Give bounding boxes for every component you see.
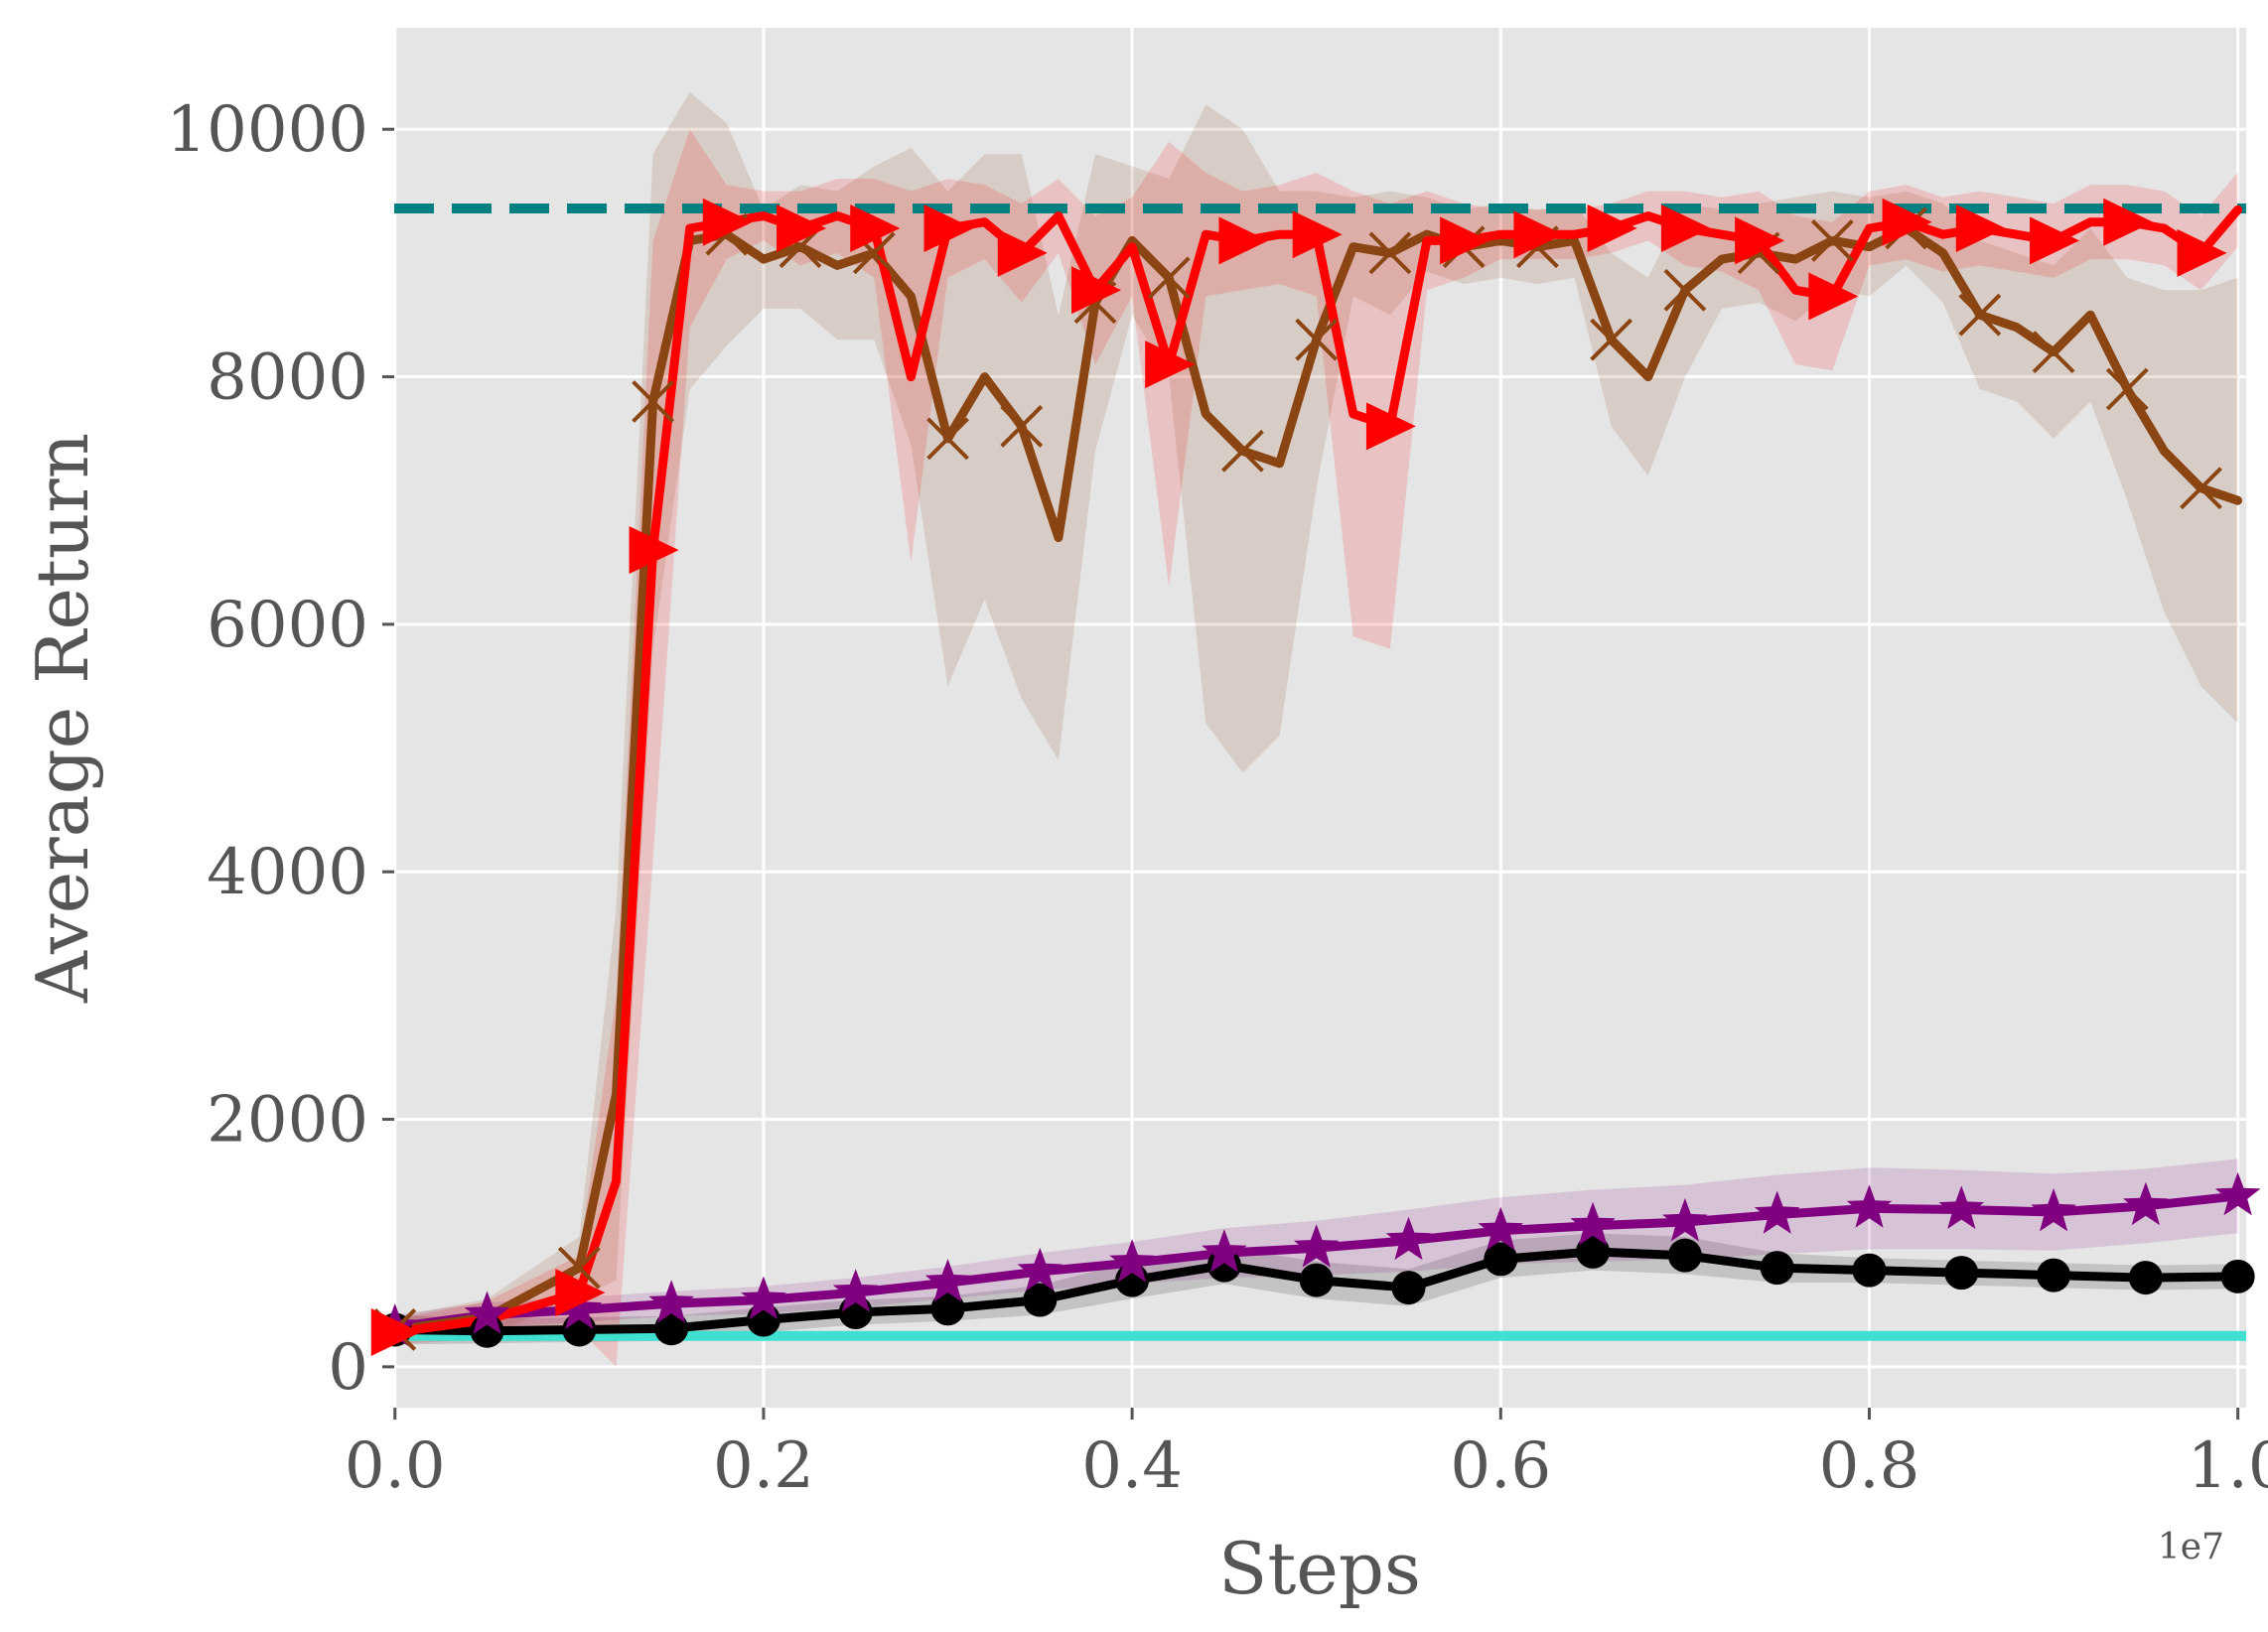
series-3-point xyxy=(2030,216,2080,265)
series-3-point xyxy=(1808,272,1859,321)
series-0-point xyxy=(2128,1261,2163,1295)
series-2-point xyxy=(1590,318,1633,361)
series-3-point xyxy=(1513,210,1564,259)
x-tick-label: 0.6 xyxy=(1450,1429,1551,1503)
series-3-point xyxy=(629,526,679,575)
series-2-point xyxy=(1221,429,1264,473)
series-0-point xyxy=(1944,1256,1979,1291)
series-2-point xyxy=(1663,268,1707,312)
series-0-point xyxy=(1299,1263,1334,1297)
series-2-point xyxy=(632,380,674,423)
series-3-point xyxy=(1292,210,1343,259)
series-1-point xyxy=(1109,1239,1155,1283)
series-1-point xyxy=(1017,1247,1063,1292)
series-1-point xyxy=(464,1291,510,1334)
series-1-point xyxy=(741,1276,786,1319)
series-markers xyxy=(370,198,2261,1356)
series-2-point xyxy=(2032,331,2075,374)
series-3-point xyxy=(1440,216,1490,265)
series-2-point xyxy=(1368,231,1412,275)
series-1-point xyxy=(556,1286,603,1329)
series-2-point xyxy=(926,417,969,461)
series-3-point xyxy=(777,204,827,252)
series-3-point xyxy=(2177,228,2227,277)
series-1-point xyxy=(924,1259,971,1302)
x-tick-label: 0.8 xyxy=(1819,1429,1920,1503)
y-tick-label: 2000 xyxy=(207,1084,368,1157)
series-1-point xyxy=(1293,1224,1340,1268)
y-axis-label: Average Return xyxy=(21,433,104,1004)
series-0-point xyxy=(1760,1251,1794,1286)
y-tick-label: 6000 xyxy=(207,589,368,662)
series-1-point xyxy=(1202,1229,1247,1273)
series-2-point xyxy=(2180,467,2222,510)
series-3-point xyxy=(923,204,974,252)
series-2-point xyxy=(1810,219,1854,262)
series-1-point xyxy=(648,1280,694,1323)
series-3-point xyxy=(702,198,753,246)
x-axis-ticks: 0.0 0.2 0.4 0.6 0.8 1.0 xyxy=(345,1408,2268,1503)
series-3-point xyxy=(997,228,1048,277)
series-1-point xyxy=(2123,1181,2169,1226)
series-1-point xyxy=(2214,1171,2261,1216)
series-2-point xyxy=(1295,318,1339,361)
series-1-point xyxy=(1385,1216,1432,1261)
series-3-point xyxy=(1882,198,1932,246)
series-3-point xyxy=(1955,204,2006,252)
series-3-point xyxy=(1587,204,1637,252)
y-tick-label: 8000 xyxy=(207,341,368,415)
series-0-point xyxy=(2037,1258,2071,1292)
series-1-point xyxy=(1846,1184,1893,1228)
y-tick-label: 10000 xyxy=(166,93,368,167)
x-axis-offset-label: 1e7 xyxy=(2158,1527,2224,1567)
series-2-point xyxy=(1147,256,1191,300)
series-0-point xyxy=(930,1292,965,1326)
series-1-point xyxy=(1662,1198,1708,1242)
series-0-point xyxy=(1484,1242,1518,1277)
series-3-point xyxy=(1070,266,1121,315)
series-0-point xyxy=(1667,1238,1702,1273)
series-1-point xyxy=(2031,1188,2076,1232)
series-1-point xyxy=(832,1269,879,1312)
series-3-point xyxy=(1365,402,1416,451)
series-1-point xyxy=(1478,1206,1524,1251)
series-0-point xyxy=(1391,1271,1426,1305)
series-1-point xyxy=(1754,1190,1800,1234)
series-0-point xyxy=(1576,1234,1611,1269)
series-3-point xyxy=(2103,198,2154,246)
series-3-point xyxy=(1735,216,1785,265)
series-3-point xyxy=(1218,216,1269,265)
series-0-point xyxy=(1023,1283,1058,1317)
y-axis-ticks: 0 2000 4000 6000 8000 10000 xyxy=(166,93,394,1405)
series-3-point xyxy=(555,1269,606,1317)
y-tick-label: 0 xyxy=(328,1331,368,1405)
series-0-point xyxy=(1852,1253,1887,1288)
x-axis-label: Steps xyxy=(1218,1527,1421,1610)
x-tick-label: 0.2 xyxy=(713,1429,814,1503)
x-tick-label: 0.4 xyxy=(1081,1429,1183,1503)
series-3-point xyxy=(1660,204,1711,252)
series-3-point xyxy=(370,1307,421,1356)
series-2-point xyxy=(2105,367,2149,411)
series-1-point xyxy=(1570,1201,1616,1246)
series-2-point xyxy=(1958,293,2002,337)
series-3-point xyxy=(1145,340,1196,389)
series-0-point xyxy=(654,1311,689,1346)
x-tick-label: 1.0 xyxy=(2188,1429,2268,1503)
series-0-point xyxy=(2220,1259,2255,1293)
x-tick-label: 0.0 xyxy=(345,1429,446,1503)
series-3-point xyxy=(850,204,901,252)
series-1-point xyxy=(1938,1185,1985,1229)
series-2-line xyxy=(390,223,2243,1334)
y-tick-label: 4000 xyxy=(207,836,368,909)
series-2-point xyxy=(1000,405,1044,448)
